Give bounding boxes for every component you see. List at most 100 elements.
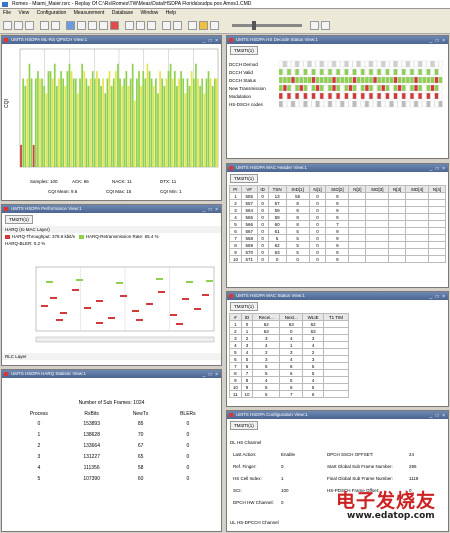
cqi-bar — [142, 71, 145, 167]
column-header[interactable]: SID[3] — [365, 185, 390, 193]
cqi-bar — [24, 85, 27, 167]
column-header[interactable]: # — [229, 313, 242, 321]
play-icon[interactable] — [88, 21, 97, 30]
column-header[interactable]: TSN — [267, 185, 287, 193]
column-header[interactable]: ID — [256, 185, 269, 193]
end-icon[interactable] — [147, 21, 156, 30]
tab-tmi[interactable]: TMI2TI(1) — [230, 421, 258, 430]
column-header[interactable]: VF — [240, 185, 258, 193]
print-icon[interactable] — [51, 21, 60, 30]
help-icon[interactable] — [321, 21, 330, 30]
table-row[interactable]: 9 570 0 63 5 0 9 — [229, 248, 446, 256]
config-label: DPCH SSCH OFFSET: — [327, 452, 374, 457]
table-row[interactable]: 7 568 0 5 5 0 9 — [229, 234, 446, 242]
table-row[interactable]: 6 567 0 61 5 0 9 — [229, 227, 446, 235]
menu-configuration[interactable]: Configuration — [36, 10, 67, 16]
save-icon[interactable] — [25, 21, 34, 30]
marker-icon[interactable] — [173, 21, 182, 30]
rewind-icon[interactable] — [77, 21, 86, 30]
table-cell: 62 — [267, 241, 287, 249]
record-icon[interactable] — [162, 21, 171, 30]
settings-icon[interactable] — [210, 21, 219, 30]
table-cell: 0 — [308, 206, 327, 214]
table-row[interactable]: 10 9 5 6 5 — [229, 383, 350, 391]
cqi-bar — [104, 93, 107, 167]
measure-icon[interactable] — [40, 21, 49, 30]
column-header[interactable]: N[3] — [388, 185, 407, 193]
menu-help[interactable]: Help — [165, 10, 176, 16]
table-row[interactable]: 2 557 0 57 8 0 9 — [229, 199, 446, 207]
cqi-bar — [199, 85, 201, 167]
slider-thumb[interactable] — [252, 21, 256, 30]
column-header[interactable]: N[4] — [428, 185, 446, 193]
menu-database[interactable]: Database — [111, 10, 134, 16]
db-icon[interactable] — [66, 21, 75, 30]
column-header[interactable]: N[1] — [308, 185, 327, 193]
cqi-bar — [117, 63, 119, 167]
pause-icon[interactable] — [125, 21, 134, 30]
column-header[interactable]: SID[4] — [405, 185, 430, 193]
table-cell: 0 — [256, 241, 269, 249]
column-header[interactable]: Next... — [279, 313, 304, 321]
column-header[interactable]: ID — [240, 313, 254, 321]
table-cell: 10 — [229, 383, 242, 391]
table-row[interactable]: 4 565 0 59 8 0 9 — [229, 213, 446, 221]
table-row[interactable]: 8 569 0 62 5 0 9 — [229, 241, 446, 249]
replay-position-slider[interactable] — [232, 21, 302, 30]
decode-cell — [315, 100, 320, 108]
open-icon[interactable] — [14, 21, 23, 30]
decode-cell — [279, 92, 283, 100]
table-cell — [322, 348, 350, 356]
filter-icon[interactable] — [188, 21, 197, 30]
tab-tmi[interactable]: TMI2TI(1) — [230, 174, 258, 183]
column-header[interactable]: Recei... — [252, 313, 281, 321]
cqi-bar — [180, 71, 182, 167]
decode-cell — [360, 76, 365, 84]
decode-cell — [410, 76, 414, 84]
tab-tmi[interactable]: TMI2TI(1) — [5, 215, 33, 224]
harq-group-label: HARQ (to MAC Layer) — [2, 226, 221, 233]
decode-cell — [360, 84, 365, 92]
cqi-bar — [93, 78, 96, 167]
table-row[interactable]: 11 10 6 7 6 — [229, 390, 350, 398]
step-icon[interactable] — [99, 21, 108, 30]
table-row[interactable]: 2 1 63 0 63 — [229, 327, 350, 335]
table-row[interactable]: 3 564 0 59 8 0 9 — [229, 206, 446, 214]
tab-tmi[interactable]: TMI2TI(1) — [230, 46, 258, 55]
column-header[interactable]: Pr — [229, 185, 242, 193]
decode-row-label: HS-DSCH codes — [229, 102, 263, 107]
column-header[interactable]: SID[1] — [285, 185, 310, 193]
table-row[interactable]: 10 571 0 0 0 0 9 — [229, 255, 446, 263]
menu-view[interactable]: View — [18, 10, 30, 16]
table-cell — [405, 241, 430, 249]
decode-cell — [418, 100, 423, 108]
table-row[interactable]: 1 555 0 13 55 0 9 — [229, 192, 446, 200]
table-cell — [322, 320, 350, 328]
menu-file[interactable]: File — [3, 10, 12, 16]
column-header[interactable]: WLIE — [302, 313, 324, 321]
menu-window[interactable]: Window — [140, 10, 159, 16]
new-icon[interactable] — [3, 21, 12, 30]
lightning-icon[interactable] — [199, 21, 208, 30]
zoom-icon[interactable] — [310, 21, 319, 30]
column-header[interactable]: N[2] — [348, 185, 367, 193]
stop-icon[interactable] — [110, 21, 119, 30]
table-row[interactable]: 5 566 0 60 8 0 7 — [229, 220, 446, 228]
decode-cell — [426, 60, 431, 68]
column-header[interactable]: SID[2] — [325, 185, 350, 193]
forward-icon[interactable] — [136, 21, 145, 30]
decode-cell — [414, 84, 418, 92]
table-cell: 566 — [240, 220, 258, 228]
decode-cell — [315, 92, 320, 100]
table-row[interactable]: 1 0 62 63 62 — [229, 320, 350, 328]
column-header[interactable]: T1 TIM — [322, 313, 350, 321]
tab-tmi[interactable]: TMI2TI(1) — [230, 302, 258, 311]
menu-measurement[interactable]: Measurement — [73, 10, 105, 16]
